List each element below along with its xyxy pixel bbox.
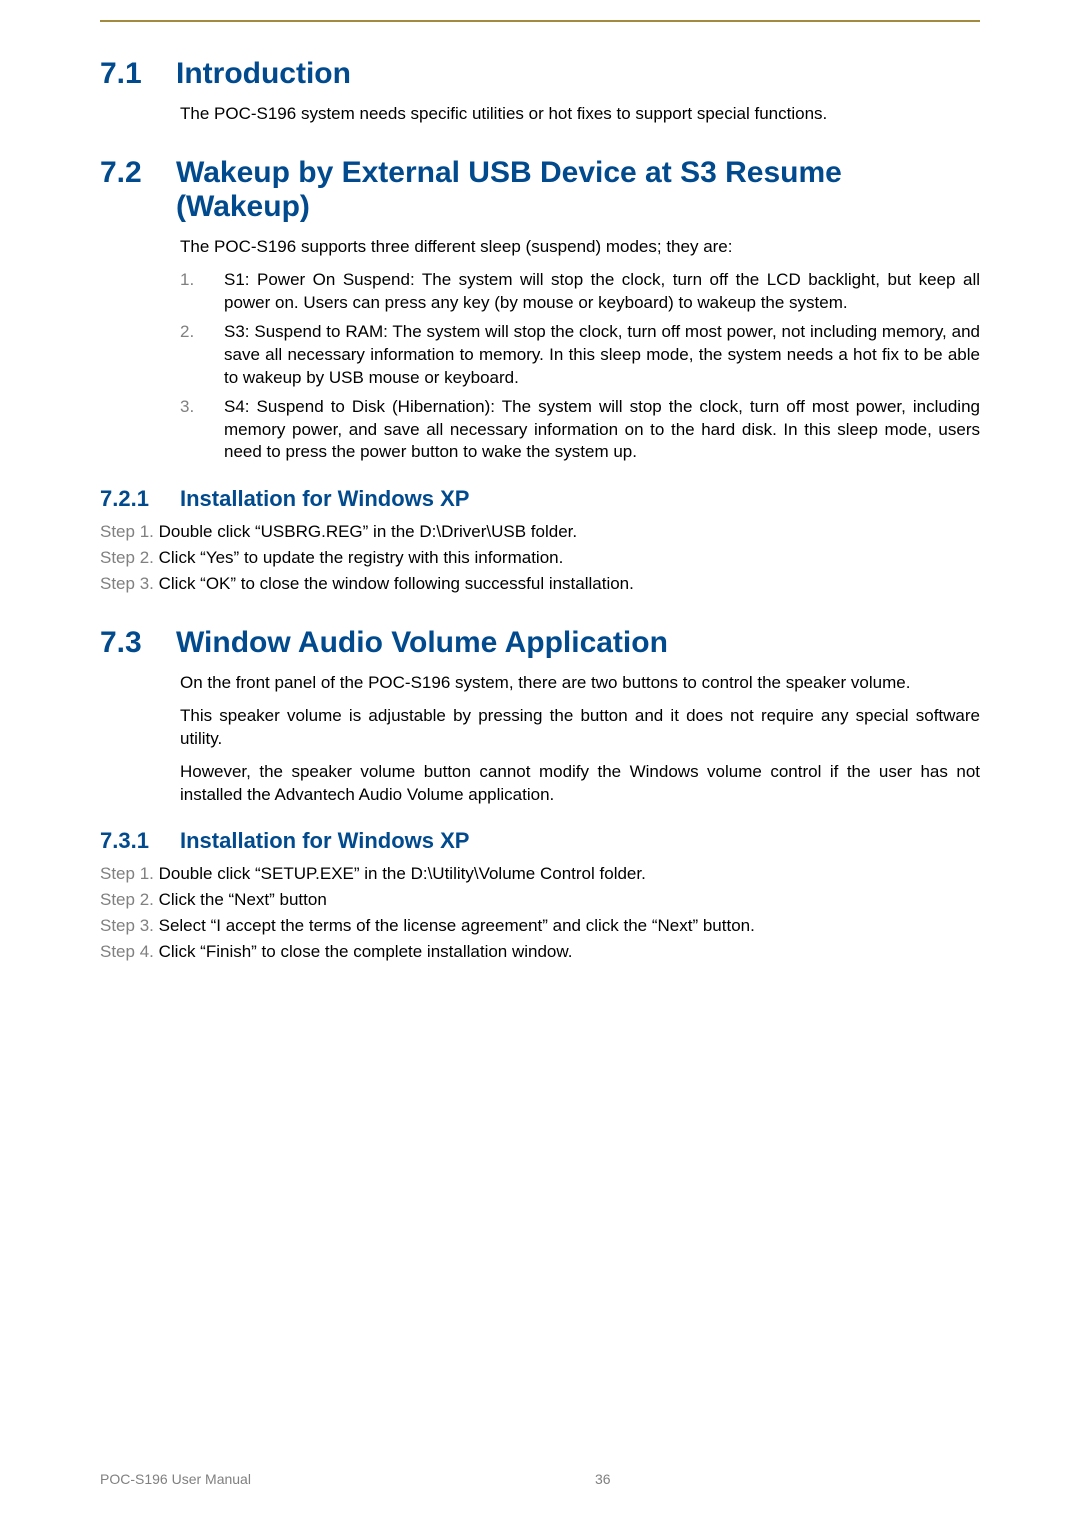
step-label: Step 1. — [100, 520, 159, 544]
heading-title: Installation for Windows XP — [180, 486, 469, 512]
paragraph: However, the speaker volume button canno… — [180, 761, 980, 807]
step-label: Step 2. — [100, 546, 159, 570]
section-7-1-body: The POC-S196 system needs specific utili… — [180, 103, 980, 126]
heading-title: Introduction — [176, 57, 351, 91]
heading-7-2-1: 7.2.1 Installation for Windows XP — [100, 486, 980, 512]
step-label: Step 3. — [100, 914, 159, 938]
document-page: 7.1 Introduction The POC-S196 system nee… — [0, 0, 1080, 1527]
step-item: Step 2. Click “Yes” to update the regist… — [100, 546, 980, 570]
list-text: S4: Suspend to Disk (Hibernation): The s… — [224, 396, 980, 465]
top-rule — [100, 20, 980, 22]
heading-number: 7.2 — [100, 156, 152, 224]
step-text: Double click “SETUP.EXE” in the D:\Utili… — [159, 862, 646, 886]
section-7-2-1-body: Step 1. Double click “USBRG.REG” in the … — [100, 520, 980, 595]
step-item: Step 3. Select “I accept the terms of th… — [100, 914, 980, 938]
step-item: Step 4. Click “Finish” to close the comp… — [100, 940, 980, 964]
paragraph: The POC-S196 system needs specific utili… — [180, 103, 980, 126]
heading-7-2: 7.2 Wakeup by External USB Device at S3 … — [100, 156, 980, 224]
list-text: S1: Power On Suspend: The system will st… — [224, 269, 980, 315]
step-item: Step 1. Double click “USBRG.REG” in the … — [100, 520, 980, 544]
list-text: S3: Suspend to RAM: The system will stop… — [224, 321, 980, 390]
heading-title: Installation for Windows XP — [180, 828, 469, 854]
step-text: Select “I accept the terms of the licens… — [159, 914, 755, 938]
ordered-list: 1. S1: Power On Suspend: The system will… — [180, 269, 980, 465]
heading-title: Wakeup by External USB Device at S3 Resu… — [176, 156, 980, 224]
step-item: Step 2. Click the “Next” button — [100, 888, 980, 912]
list-item: 1. S1: Power On Suspend: The system will… — [180, 269, 980, 315]
step-text: Click “OK” to close the window following… — [159, 572, 634, 596]
page-footer: POC-S196 User Manual 36 — [100, 1471, 980, 1487]
paragraph: This speaker volume is adjustable by pre… — [180, 705, 980, 751]
step-text: Click the “Next” button — [159, 888, 327, 912]
list-marker: 2. — [180, 321, 202, 390]
step-text: Click “Yes” to update the registry with … — [159, 546, 564, 570]
list-item: 3. S4: Suspend to Disk (Hibernation): Th… — [180, 396, 980, 465]
list-marker: 3. — [180, 396, 202, 465]
step-text: Click “Finish” to close the complete ins… — [159, 940, 573, 964]
step-text: Double click “USBRG.REG” in the D:\Drive… — [159, 520, 578, 544]
heading-number: 7.3.1 — [100, 828, 162, 854]
step-label: Step 4. — [100, 940, 159, 964]
footer-manual-title: POC-S196 User Manual — [100, 1471, 485, 1487]
section-7-3-1-body: Step 1. Double click “SETUP.EXE” in the … — [100, 862, 980, 963]
heading-number: 7.3 — [100, 626, 152, 660]
heading-title: Window Audio Volume Application — [176, 626, 668, 660]
list-marker: 1. — [180, 269, 202, 315]
footer-page-number: 36 — [595, 1471, 980, 1487]
paragraph: The POC-S196 supports three different sl… — [180, 236, 980, 259]
list-item: 2. S3: Suspend to RAM: The system will s… — [180, 321, 980, 390]
heading-number: 7.2.1 — [100, 486, 162, 512]
heading-7-1: 7.1 Introduction — [100, 57, 980, 91]
step-item: Step 3. Click “OK” to close the window f… — [100, 572, 980, 596]
step-item: Step 1. Double click “SETUP.EXE” in the … — [100, 862, 980, 886]
step-label: Step 3. — [100, 572, 159, 596]
step-label: Step 2. — [100, 888, 159, 912]
heading-7-3-1: 7.3.1 Installation for Windows XP — [100, 828, 980, 854]
section-7-2-body: The POC-S196 supports three different sl… — [180, 236, 980, 464]
paragraph: On the front panel of the POC-S196 syste… — [180, 672, 980, 695]
heading-7-3: 7.3 Window Audio Volume Application — [100, 626, 980, 660]
section-7-3-body: On the front panel of the POC-S196 syste… — [180, 672, 980, 807]
heading-number: 7.1 — [100, 57, 152, 91]
step-label: Step 1. — [100, 862, 159, 886]
